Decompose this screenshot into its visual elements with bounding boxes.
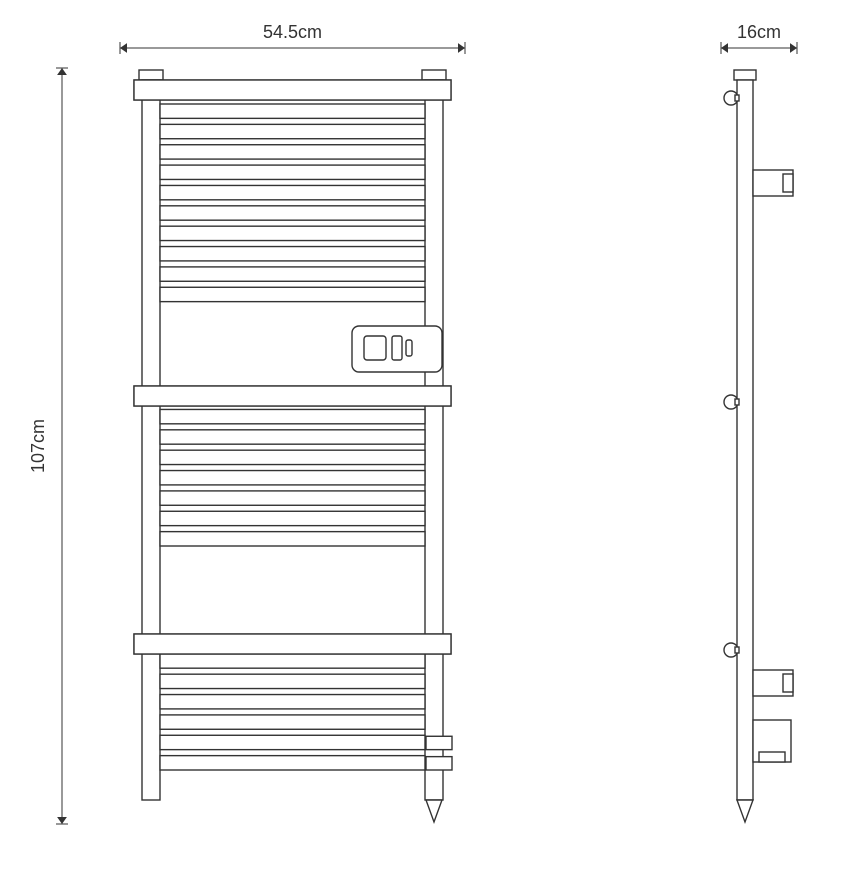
diagram-canvas: 54.5cm 16cm 107cm — [0, 0, 854, 878]
technical-drawing: 54.5cm 16cm 107cm — [0, 0, 854, 878]
dim-width-label: 54.5cm — [263, 22, 322, 42]
dim-height-label: 107cm — [28, 419, 48, 473]
front-view — [134, 70, 452, 822]
dim-depth-label: 16cm — [737, 22, 781, 42]
side-view — [724, 70, 793, 822]
